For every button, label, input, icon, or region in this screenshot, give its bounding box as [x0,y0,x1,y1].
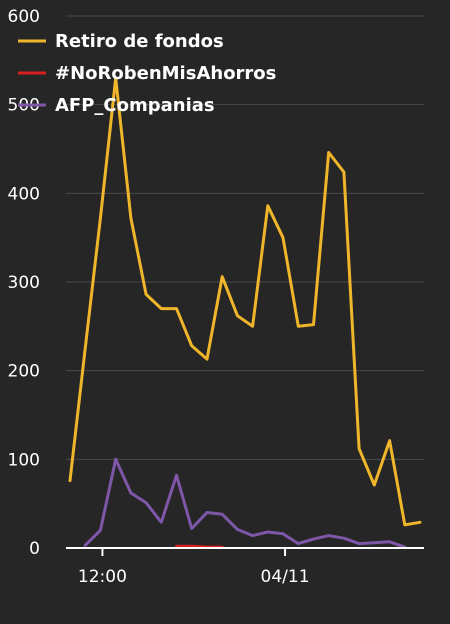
series-line [83,457,407,549]
legend-label: Retiro de fondos [55,31,224,52]
y-tick-label: 200 [8,362,40,382]
y-tick-label: 600 [8,7,40,27]
y-tick-label: 0 [29,539,40,559]
series-line [175,544,224,549]
series-lines [68,76,422,549]
x-tick-label: 04/11 [261,567,310,587]
legend-label: #NoRobenMisAhorros [55,63,276,84]
legend: Retiro de fondos #NoRobenMisAhorros AFP_Co… [18,31,276,116]
series-line [68,76,422,527]
legend-label: AFP_Companias [55,95,215,116]
y-tick-label: 300 [8,273,40,293]
y-tick-label: 400 [8,184,40,204]
x-tick-label: 12:00 [78,567,127,587]
y-tick-label: 100 [8,450,40,470]
